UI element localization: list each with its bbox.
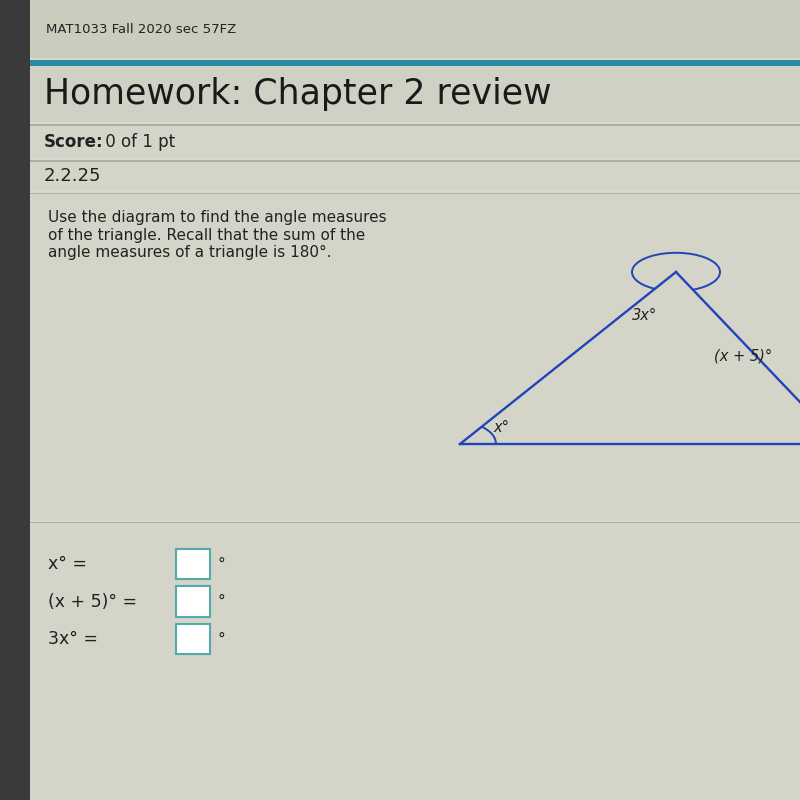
Bar — [30, 522, 800, 523]
Bar — [30, 194, 800, 520]
Bar — [30, 193, 800, 194]
Bar — [30, 760, 800, 800]
Text: °: ° — [218, 594, 226, 609]
Text: angle measures of a triangle is 180°.: angle measures of a triangle is 180°. — [48, 246, 332, 260]
Text: 0 of 1 pt: 0 of 1 pt — [100, 133, 175, 150]
Text: °: ° — [218, 557, 226, 571]
Bar — [176, 586, 210, 617]
Text: Score:: Score: — [44, 133, 104, 150]
Text: 2.2.25: 2.2.25 — [44, 167, 102, 185]
Text: MAT1033 Fall 2020 sec 57FZ: MAT1033 Fall 2020 sec 57FZ — [46, 23, 237, 36]
Bar — [30, 160, 800, 162]
Bar — [30, 124, 800, 126]
Text: Homework: Chapter 2 review: Homework: Chapter 2 review — [44, 78, 551, 111]
Bar — [30, 523, 800, 760]
Text: x°: x° — [494, 421, 510, 435]
Bar — [176, 549, 210, 579]
Text: (x + 5)° =: (x + 5)° = — [48, 593, 137, 610]
Text: 3x° =: 3x° = — [48, 630, 98, 648]
Text: of the triangle. Recall that the sum of the: of the triangle. Recall that the sum of … — [48, 228, 366, 242]
Bar — [30, 60, 800, 66]
Text: (x + 5)°: (x + 5)° — [714, 349, 772, 363]
Bar — [0, 0, 30, 800]
Text: 3x°: 3x° — [632, 309, 658, 323]
Bar — [176, 624, 210, 654]
Text: °: ° — [218, 632, 226, 646]
Bar — [30, 0, 800, 58]
Text: Use the diagram to find the angle measures: Use the diagram to find the angle measur… — [48, 210, 386, 225]
Bar — [30, 66, 800, 122]
Text: x° =: x° = — [48, 555, 87, 573]
Bar — [30, 162, 800, 190]
Bar — [30, 126, 800, 158]
